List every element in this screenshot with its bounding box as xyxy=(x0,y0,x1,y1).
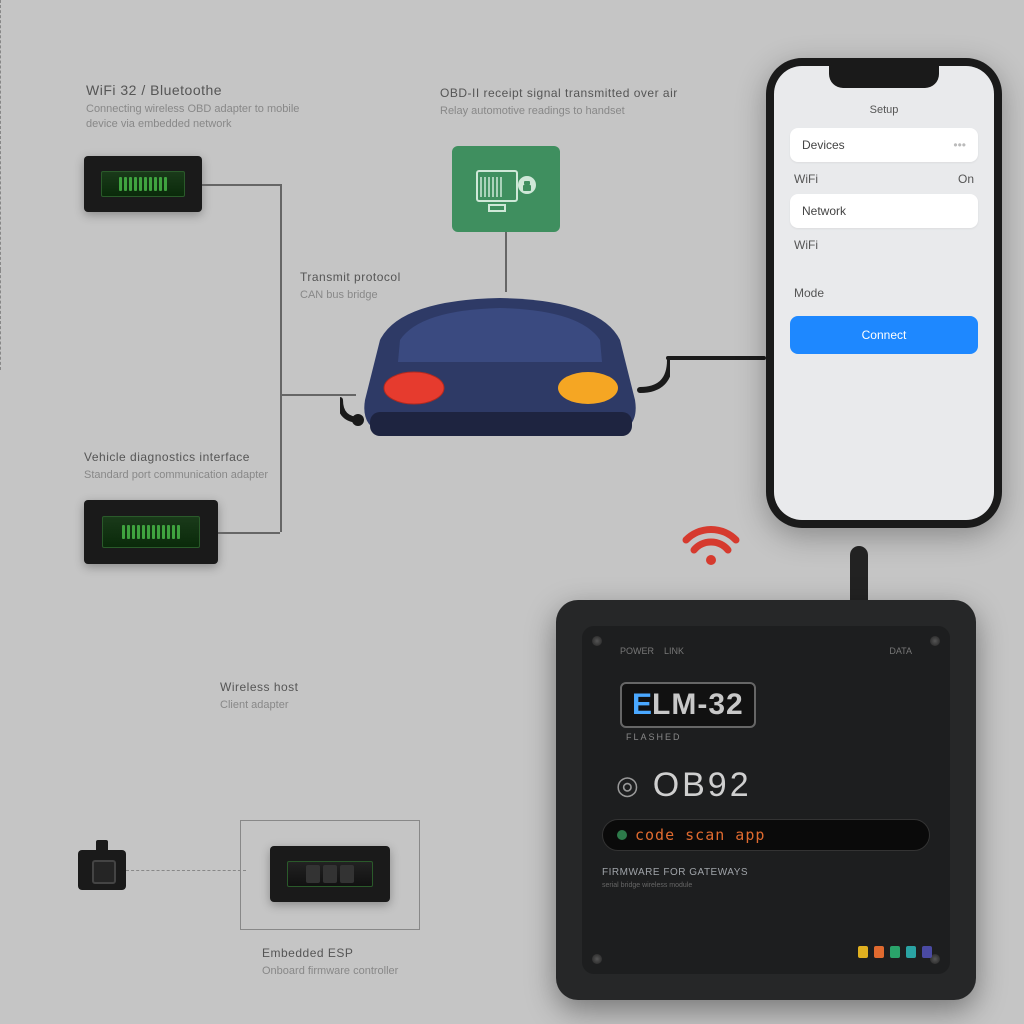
wifi-heading-sub: Connecting wireless OBD adapter to mobil… xyxy=(86,102,316,133)
led-icon xyxy=(858,946,868,958)
obd-port-icon: ◎ xyxy=(616,770,639,801)
phone-row-devices[interactable]: Devices ••• xyxy=(790,128,978,162)
screw-icon xyxy=(592,954,602,964)
screw-icon xyxy=(930,636,940,646)
dashed-line xyxy=(0,270,1,370)
car-icon xyxy=(340,270,670,470)
server-card-icon xyxy=(452,146,560,232)
device-readout: code scan app xyxy=(602,819,930,851)
wifi-heading-title: WiFi 32 / Bluetoothe xyxy=(86,82,316,98)
connector-chip-1 xyxy=(84,156,202,212)
dashed-line xyxy=(0,0,1,270)
screw-icon xyxy=(592,636,602,646)
led-icon xyxy=(906,946,916,958)
phone-header: Setup xyxy=(790,104,978,116)
obd-device: POWER LINK DATA E LM-32 FLASHED ◎ OB92 c… xyxy=(556,600,976,1000)
wifi-icon xyxy=(676,510,746,570)
esp-sub: Onboard firmware controller xyxy=(262,964,442,979)
device-logo-sub: FLASHED xyxy=(626,732,930,742)
device-tinyline: serial bridge wireless module xyxy=(602,882,930,889)
phone-label-wifi: WiFi On xyxy=(790,172,978,194)
phone-label-wifi2: WiFi xyxy=(790,238,978,260)
connector-chip-3 xyxy=(270,846,390,902)
device-top-label: DATA xyxy=(889,646,912,656)
esp-title: Embedded ESP xyxy=(262,946,442,960)
device-subline: FIRMWARE FOR GATEWAYS xyxy=(602,867,930,878)
wireless-label: Wireless host Client adapter xyxy=(220,680,400,713)
esp-label: Embedded ESP Onboard firmware controller xyxy=(262,946,442,979)
phone-mockup: Setup Devices ••• WiFi On Network WiFi M… xyxy=(766,58,1002,528)
wireless-title: Wireless host xyxy=(220,680,400,694)
led-row xyxy=(858,946,932,958)
obd-heading: OBD‑II receipt signal transmitted over a… xyxy=(440,86,710,119)
obd-label: OB92 xyxy=(653,766,752,805)
device-top-label: POWER LINK xyxy=(620,646,684,656)
readout-text: code scan app xyxy=(635,826,765,844)
device-logo: E LM-32 xyxy=(620,682,756,728)
phone-row-label: Network xyxy=(802,204,846,218)
connector-line xyxy=(218,532,280,534)
led-icon xyxy=(874,946,884,958)
connect-button[interactable]: Connect xyxy=(790,316,978,354)
wireless-sub: Client adapter xyxy=(220,698,400,713)
phone-notch xyxy=(829,66,939,88)
connector-line xyxy=(280,184,282,394)
dashed-line xyxy=(126,870,246,872)
wifi-heading: WiFi 32 / Bluetoothe Connecting wireless… xyxy=(86,82,316,133)
status-dot-icon xyxy=(617,830,627,840)
phone-label-mode: Mode xyxy=(790,286,978,308)
obd-heading-sub: Relay automotive readings to handset xyxy=(440,104,710,119)
connector-line xyxy=(280,394,282,532)
obd-heading-title: OBD‑II receipt signal transmitted over a… xyxy=(440,86,710,100)
mini-connector-icon xyxy=(78,850,126,890)
cable-line xyxy=(666,356,766,360)
led-icon xyxy=(922,946,932,958)
connector-line xyxy=(202,184,280,186)
connector-chip-2 xyxy=(84,500,218,564)
led-icon xyxy=(890,946,900,958)
phone-row-label: Devices xyxy=(802,138,845,152)
phone-row-network[interactable]: Network xyxy=(790,194,978,228)
